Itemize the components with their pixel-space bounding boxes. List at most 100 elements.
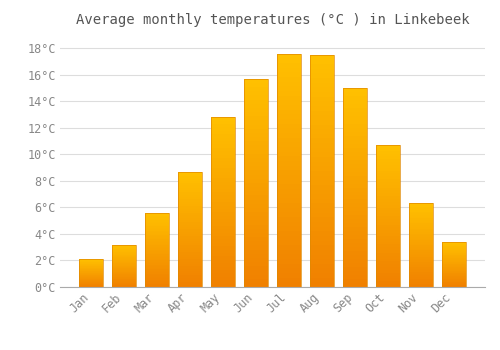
Bar <box>343 188 367 191</box>
Bar <box>376 171 400 174</box>
Bar <box>80 270 103 271</box>
Bar <box>80 263 103 264</box>
Bar <box>146 271 169 272</box>
Bar <box>277 231 301 236</box>
Bar <box>178 264 202 266</box>
Bar <box>244 216 268 221</box>
Bar <box>343 259 367 263</box>
Bar <box>376 168 400 171</box>
Bar <box>211 192 235 195</box>
Bar <box>178 176 202 178</box>
Bar <box>442 261 466 262</box>
Bar <box>211 124 235 127</box>
Bar <box>442 253 466 254</box>
Bar <box>80 283 103 284</box>
Bar <box>211 127 235 131</box>
Bar <box>310 231 334 236</box>
Bar <box>211 260 235 263</box>
Bar <box>376 145 400 287</box>
Bar <box>409 277 432 279</box>
Bar <box>409 217 432 218</box>
Bar <box>244 183 268 187</box>
Bar <box>112 271 136 272</box>
Bar <box>178 216 202 218</box>
Bar <box>80 274 103 275</box>
Bar <box>146 259 169 260</box>
Bar <box>178 282 202 285</box>
Bar <box>80 275 103 276</box>
Bar <box>178 227 202 229</box>
Bar <box>244 162 268 166</box>
Bar <box>211 246 235 250</box>
Bar <box>146 244 169 245</box>
Bar <box>244 83 268 87</box>
Bar <box>80 262 103 263</box>
Bar <box>277 114 301 119</box>
Bar <box>80 272 103 273</box>
Bar <box>442 266 466 267</box>
Bar <box>343 148 367 152</box>
Bar <box>244 137 268 141</box>
Bar <box>343 132 367 136</box>
Bar <box>146 269 169 271</box>
Bar <box>80 269 103 270</box>
Bar <box>211 189 235 192</box>
Bar <box>376 210 400 213</box>
Bar <box>442 246 466 247</box>
Bar <box>112 245 136 287</box>
Bar <box>343 152 367 156</box>
Bar <box>310 171 334 176</box>
Bar <box>178 259 202 261</box>
Bar <box>80 264 103 265</box>
Bar <box>442 281 466 282</box>
Bar <box>343 140 367 144</box>
Bar <box>146 253 169 254</box>
Bar <box>343 180 367 183</box>
Bar <box>277 273 301 278</box>
Bar <box>277 184 301 189</box>
Bar <box>409 218 432 220</box>
Bar <box>277 217 301 222</box>
Bar <box>409 229 432 230</box>
Bar <box>112 278 136 279</box>
Bar <box>211 117 235 121</box>
Bar <box>376 159 400 162</box>
Bar <box>409 224 432 225</box>
Bar <box>178 280 202 282</box>
Bar <box>211 270 235 273</box>
Bar <box>310 273 334 278</box>
Bar <box>178 199 202 202</box>
Bar <box>80 280 103 281</box>
Bar <box>343 108 367 112</box>
Bar <box>146 263 169 265</box>
Bar <box>146 219 169 220</box>
Bar <box>442 286 466 287</box>
Bar <box>112 261 136 262</box>
Bar <box>376 228 400 230</box>
Bar <box>146 280 169 281</box>
Bar <box>146 251 169 253</box>
Bar <box>277 110 301 114</box>
Bar <box>376 145 400 148</box>
Bar <box>211 138 235 141</box>
Bar <box>343 283 367 287</box>
Bar <box>244 129 268 133</box>
Bar <box>277 278 301 282</box>
Bar <box>310 254 334 259</box>
Bar <box>244 87 268 91</box>
Bar <box>146 274 169 275</box>
Bar <box>244 191 268 195</box>
Bar <box>277 82 301 86</box>
Bar <box>146 282 169 284</box>
Bar <box>146 231 169 232</box>
Bar <box>211 253 235 257</box>
Bar <box>146 229 169 231</box>
Bar <box>343 156 367 160</box>
Bar <box>442 247 466 248</box>
Bar <box>409 250 432 252</box>
Bar <box>80 259 103 260</box>
Bar <box>146 272 169 274</box>
Bar <box>112 286 136 287</box>
Bar <box>442 254 466 256</box>
Bar <box>343 191 367 196</box>
